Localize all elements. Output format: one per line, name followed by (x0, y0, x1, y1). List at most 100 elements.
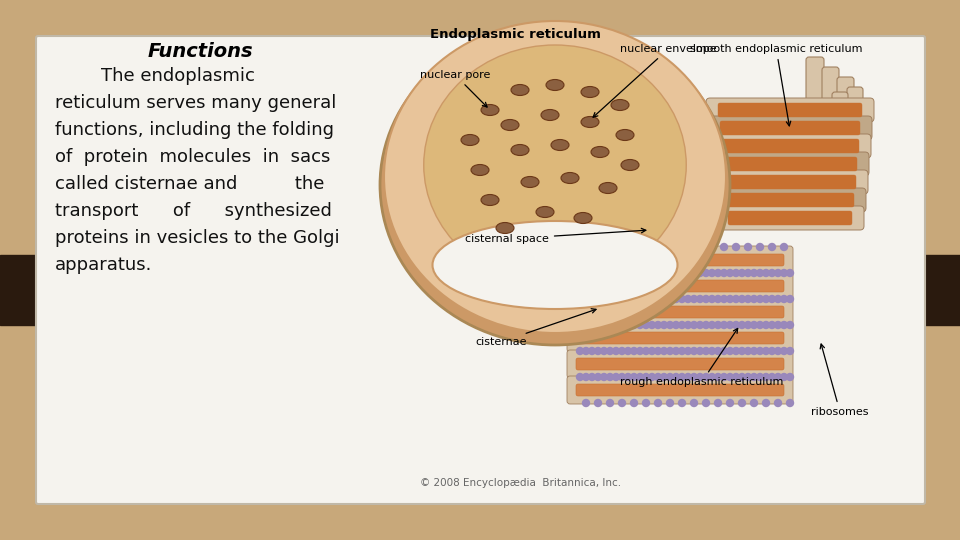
Circle shape (769, 269, 776, 276)
FancyBboxPatch shape (837, 77, 854, 158)
FancyBboxPatch shape (576, 332, 784, 344)
Circle shape (601, 244, 608, 251)
Circle shape (697, 269, 704, 276)
Circle shape (625, 374, 632, 381)
Circle shape (655, 348, 661, 354)
Ellipse shape (621, 159, 639, 171)
Ellipse shape (541, 110, 559, 120)
Circle shape (762, 269, 770, 276)
Circle shape (684, 348, 691, 354)
Circle shape (577, 374, 584, 381)
Circle shape (642, 269, 650, 276)
Circle shape (577, 269, 584, 276)
Circle shape (601, 269, 608, 276)
Circle shape (780, 269, 787, 276)
Ellipse shape (599, 183, 617, 193)
Circle shape (625, 348, 632, 354)
Ellipse shape (496, 222, 514, 233)
FancyBboxPatch shape (576, 384, 784, 396)
Circle shape (631, 348, 637, 354)
Text: cisternal space: cisternal space (465, 228, 646, 244)
Circle shape (673, 295, 680, 302)
Circle shape (594, 374, 602, 381)
Circle shape (769, 244, 776, 251)
Text: functions, including the folding: functions, including the folding (55, 121, 334, 139)
Circle shape (588, 348, 595, 354)
Circle shape (625, 295, 632, 302)
Circle shape (655, 321, 661, 328)
Circle shape (583, 269, 589, 276)
Circle shape (697, 321, 704, 328)
Circle shape (588, 295, 595, 302)
Circle shape (660, 295, 667, 302)
Circle shape (660, 244, 667, 251)
Text: nuclear envelope: nuclear envelope (593, 44, 716, 117)
Circle shape (660, 321, 667, 328)
FancyBboxPatch shape (576, 358, 784, 370)
Circle shape (594, 295, 602, 302)
Circle shape (690, 321, 698, 328)
Circle shape (721, 295, 728, 302)
Circle shape (775, 348, 781, 354)
Circle shape (738, 400, 746, 407)
Circle shape (655, 269, 661, 276)
Circle shape (583, 348, 589, 354)
Circle shape (703, 295, 709, 302)
Circle shape (577, 295, 584, 302)
Circle shape (631, 269, 637, 276)
Text: ribosomes: ribosomes (811, 344, 869, 417)
Circle shape (607, 348, 613, 354)
Circle shape (684, 295, 691, 302)
FancyBboxPatch shape (710, 134, 871, 158)
Circle shape (751, 400, 757, 407)
FancyBboxPatch shape (567, 376, 793, 404)
Circle shape (721, 321, 728, 328)
Text: Endoplasmic reticulum: Endoplasmic reticulum (430, 28, 601, 41)
Circle shape (660, 348, 667, 354)
Circle shape (673, 348, 680, 354)
Circle shape (649, 374, 656, 381)
Circle shape (625, 244, 632, 251)
Circle shape (684, 269, 691, 276)
Circle shape (738, 374, 746, 381)
Ellipse shape (536, 206, 554, 218)
Circle shape (660, 374, 667, 381)
Circle shape (727, 321, 733, 328)
Circle shape (751, 374, 757, 381)
Circle shape (786, 348, 794, 354)
Circle shape (732, 348, 739, 354)
Ellipse shape (591, 146, 609, 158)
FancyBboxPatch shape (817, 102, 834, 168)
Circle shape (738, 269, 746, 276)
Circle shape (583, 374, 589, 381)
Text: cisternae: cisternae (475, 309, 596, 347)
Circle shape (756, 244, 763, 251)
Circle shape (577, 321, 584, 328)
Circle shape (655, 295, 661, 302)
Circle shape (708, 374, 715, 381)
Circle shape (775, 295, 781, 302)
Circle shape (684, 374, 691, 381)
Circle shape (588, 269, 595, 276)
FancyBboxPatch shape (576, 280, 784, 292)
Circle shape (708, 295, 715, 302)
Circle shape (756, 374, 763, 381)
Circle shape (780, 295, 787, 302)
Ellipse shape (581, 117, 599, 127)
Circle shape (649, 244, 656, 251)
Circle shape (612, 374, 619, 381)
Bar (0, 255, 960, 325)
Circle shape (594, 400, 602, 407)
Circle shape (690, 269, 698, 276)
FancyBboxPatch shape (711, 152, 869, 176)
Ellipse shape (501, 119, 519, 131)
Circle shape (636, 295, 643, 302)
Text: smooth endoplasmic reticulum: smooth endoplasmic reticulum (690, 44, 862, 126)
Circle shape (679, 321, 685, 328)
Circle shape (780, 348, 787, 354)
Circle shape (618, 321, 626, 328)
Circle shape (666, 374, 674, 381)
Circle shape (673, 321, 680, 328)
FancyBboxPatch shape (726, 193, 854, 207)
Circle shape (666, 295, 674, 302)
